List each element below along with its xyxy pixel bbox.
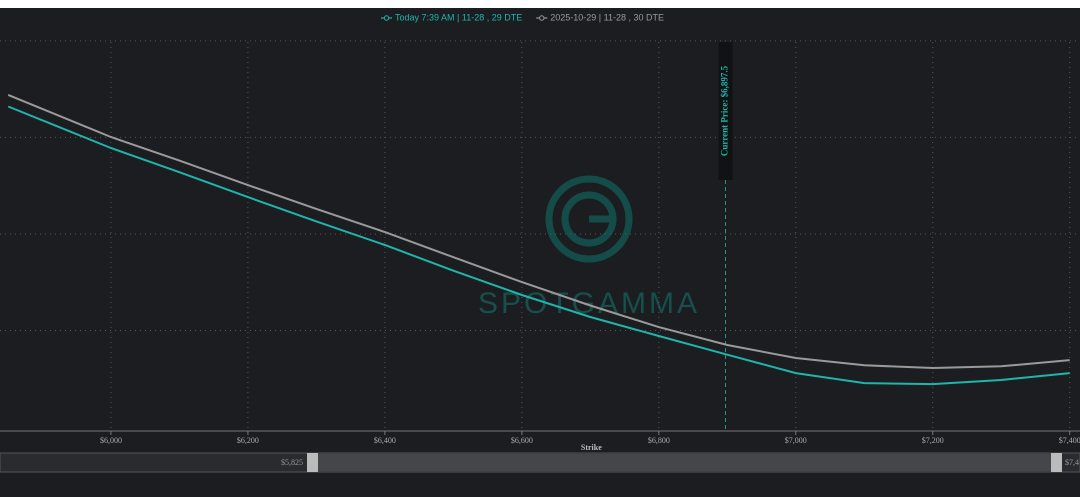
slider-start-label: $5,825 <box>281 458 303 467</box>
x-tick-label: $7,200 <box>922 436 944 445</box>
slider-handle[interactable] <box>307 453 318 472</box>
x-tick-label: $6,000 <box>100 436 122 445</box>
chart-background <box>0 8 1080 497</box>
x-tick-label: $7,400 <box>1059 436 1080 445</box>
x-tick-label: $7,000 <box>785 436 807 445</box>
series-line <box>7 93 1070 370</box>
current-price-label: Current Price: $6,897.5 <box>720 65 730 156</box>
slider-handle[interactable] <box>1051 453 1062 472</box>
x-tick-label: $6,600 <box>511 436 533 445</box>
watermark-logo <box>545 175 633 263</box>
current-price-box <box>718 42 733 180</box>
legend-label: 2025-10-29 | 11-28 , 30 DTE <box>550 12 664 22</box>
slider-end-label: $7,4 <box>1065 458 1079 467</box>
x-axis-label: Strike <box>581 443 602 452</box>
series-line <box>7 105 1070 386</box>
legend-label: Today 7:39 AM | 11-28 , 29 DTE <box>395 12 522 22</box>
x-tick-label: $6,200 <box>237 436 259 445</box>
x-tick-label: $6,400 <box>374 436 396 445</box>
legend-icon <box>539 15 545 21</box>
legend-icon <box>383 15 390 21</box>
slider-selection <box>318 454 1056 471</box>
x-tick-label: $6,800 <box>648 436 670 445</box>
